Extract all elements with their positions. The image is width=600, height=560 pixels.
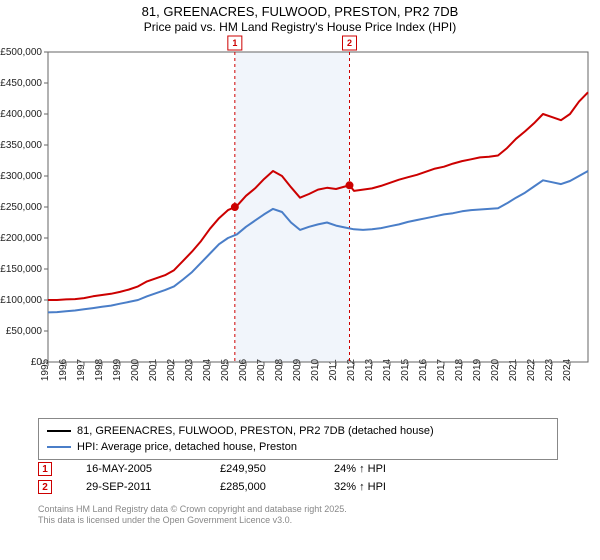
sale-row: 2 29-SEP-2011 £285,000 32% ↑ HPI (38, 478, 558, 496)
sale-marker-2: 2 (38, 480, 52, 494)
sale-marker-label: 2 (347, 38, 352, 48)
sale-dot (346, 181, 354, 189)
legend-row-2: HPI: Average price, detached house, Pres… (47, 439, 549, 455)
legend-row-1: 81, GREENACRES, FULWOOD, PRESTON, PR2 7D… (47, 423, 549, 439)
y-tick-label: £400,000 (0, 109, 42, 120)
sale-price-1: £249,950 (220, 463, 300, 475)
legend-swatch-1 (47, 430, 71, 432)
sale-date-1: 16-MAY-2005 (86, 463, 186, 475)
y-tick-label: £500,000 (0, 47, 42, 58)
sale-marker-label: 1 (232, 38, 237, 48)
legend-swatch-2 (47, 446, 71, 448)
y-tick-label: £200,000 (0, 233, 42, 244)
legend-label-2: HPI: Average price, detached house, Pres… (77, 441, 297, 453)
sale-date-2: 29-SEP-2011 (86, 481, 186, 493)
legend: 81, GREENACRES, FULWOOD, PRESTON, PR2 7D… (38, 418, 558, 460)
sale-pct-2: 32% ↑ HPI (334, 481, 414, 493)
y-tick-label: £150,000 (0, 264, 42, 275)
y-tick-label: £300,000 (0, 171, 42, 182)
sale-row: 1 16-MAY-2005 £249,950 24% ↑ HPI (38, 460, 558, 478)
footer-line-2: This data is licensed under the Open Gov… (38, 515, 578, 526)
y-tick-label: £100,000 (0, 295, 42, 306)
sale-pct-1: 24% ↑ HPI (334, 463, 414, 475)
sale-price-2: £285,000 (220, 481, 300, 493)
y-tick-label: £250,000 (0, 202, 42, 213)
license-footer: Contains HM Land Registry data © Crown c… (38, 504, 578, 526)
chart-title-line1: 81, GREENACRES, FULWOOD, PRESTON, PR2 7D… (0, 4, 600, 19)
footer-line-1: Contains HM Land Registry data © Crown c… (38, 504, 578, 515)
y-tick-label: £450,000 (0, 78, 42, 89)
y-tick-label: £50,000 (6, 326, 43, 337)
price-band (235, 52, 349, 362)
y-tick-label: £350,000 (0, 140, 42, 151)
sale-marker-1: 1 (38, 462, 52, 476)
chart-area: £0£50,000£100,000£150,000£200,000£250,00… (8, 42, 592, 412)
chart-svg: £0£50,000£100,000£150,000£200,000£250,00… (8, 42, 592, 412)
chart-title-line2: Price paid vs. HM Land Registry's House … (0, 20, 600, 34)
legend-label-1: 81, GREENACRES, FULWOOD, PRESTON, PR2 7D… (77, 425, 434, 437)
sale-summary-table: 1 16-MAY-2005 £249,950 24% ↑ HPI 2 29-SE… (38, 460, 558, 496)
sale-dot (231, 203, 239, 211)
